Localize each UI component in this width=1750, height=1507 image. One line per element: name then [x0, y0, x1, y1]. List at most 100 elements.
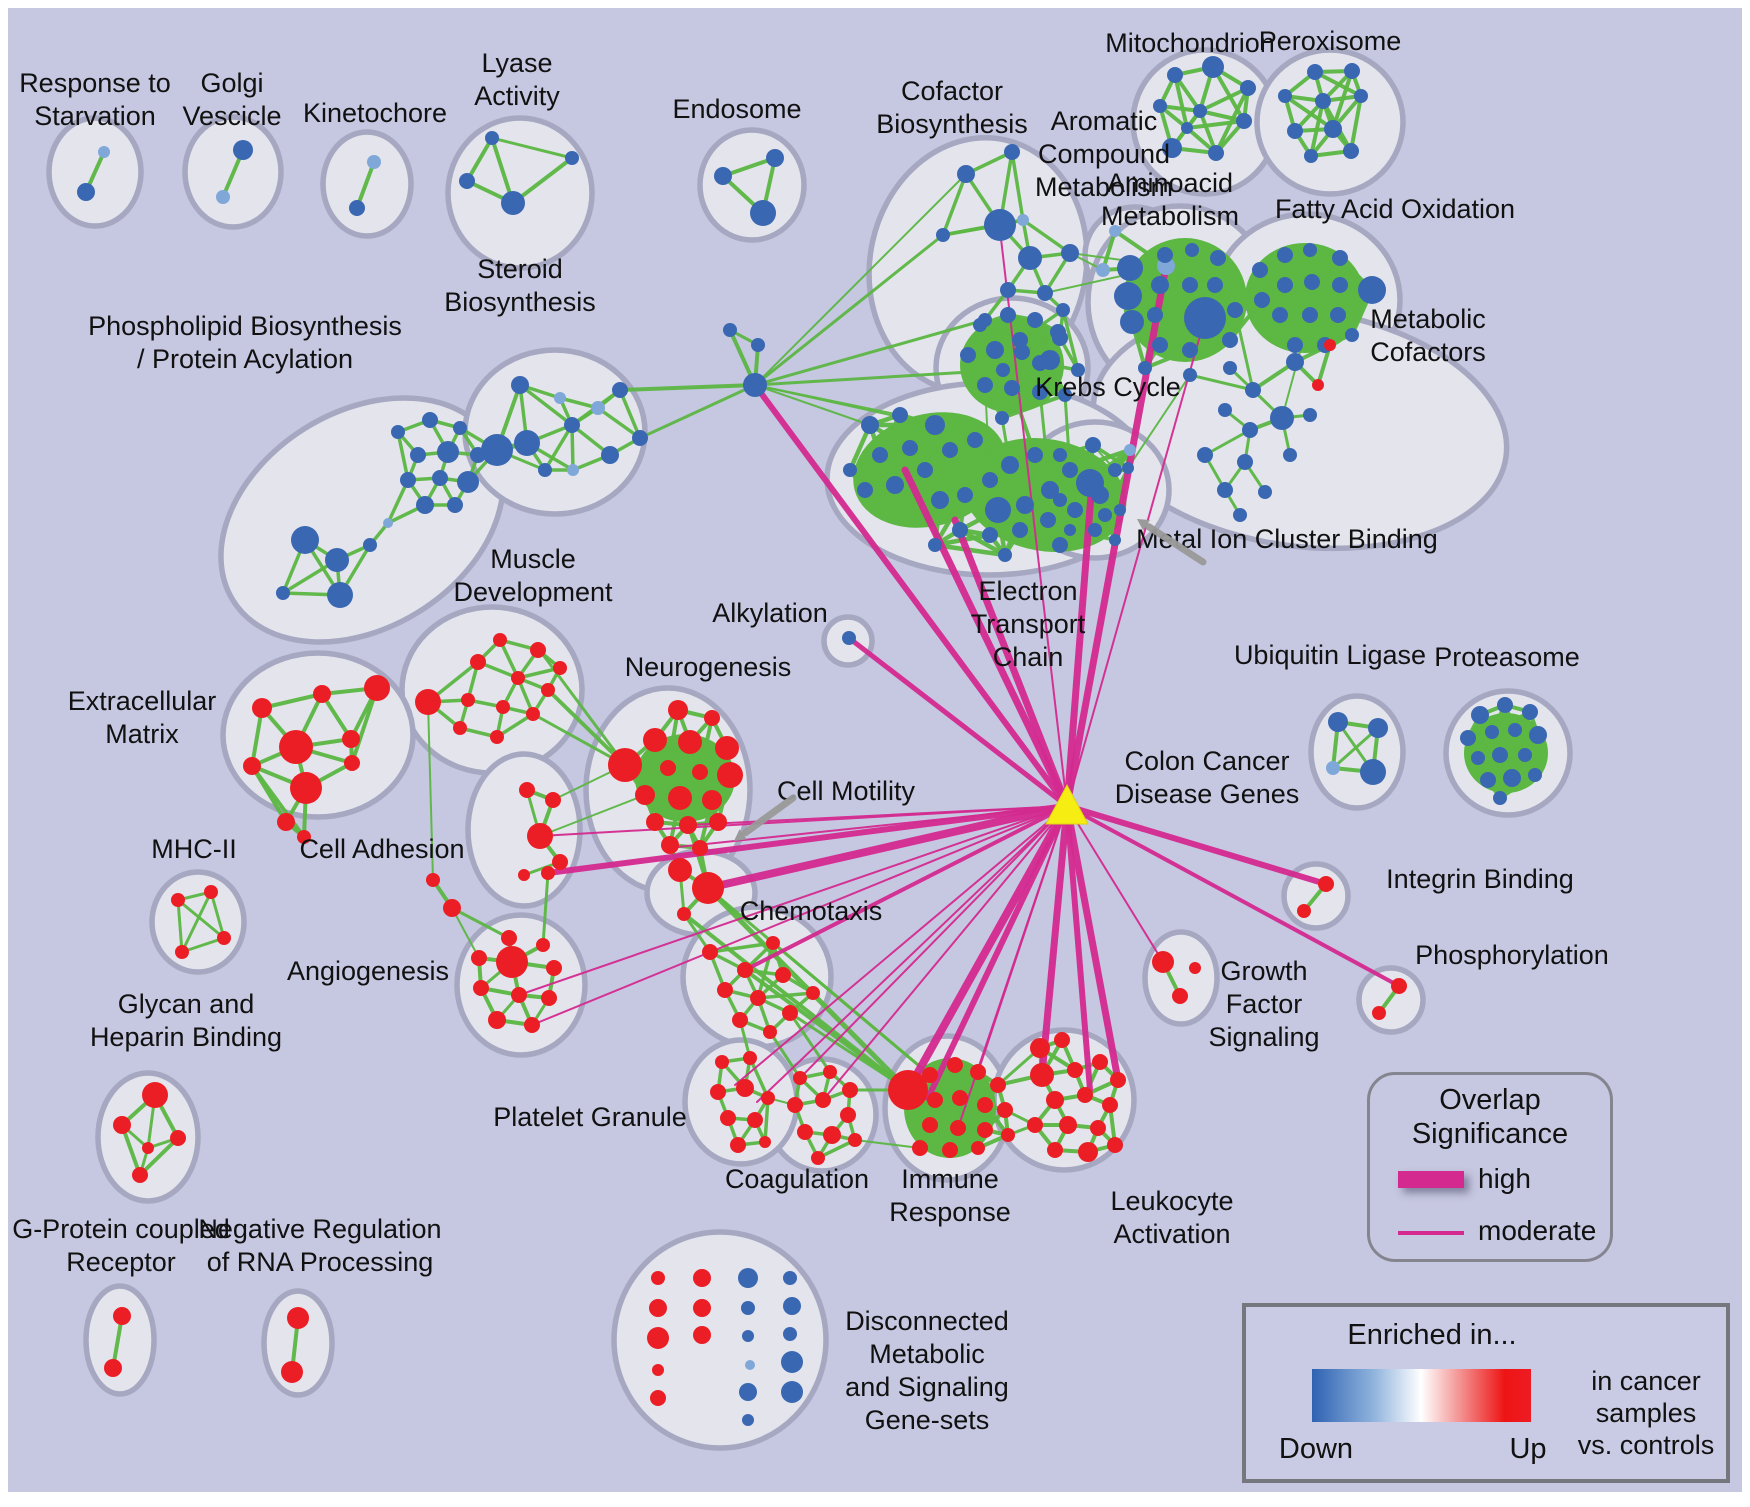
gene-set-node-neurogenesis[interactable]	[709, 813, 727, 831]
gene-set-node-electron-transport-chain[interactable]	[1016, 496, 1034, 514]
gene-set-node-krebs-cycle[interactable]	[977, 377, 993, 393]
gene-set-node-neurogenesis[interactable]	[635, 785, 655, 805]
gene-set-node-cell-adhesion[interactable]	[545, 792, 561, 808]
gene-set-node-growth-factor-signaling[interactable]	[1152, 951, 1174, 973]
gene-set-node-mitochondrion[interactable]	[1240, 80, 1256, 96]
gene-set-node-proteasome[interactable]	[1522, 704, 1538, 720]
gene-set-node-growth-factor-signaling[interactable]	[1172, 988, 1188, 1004]
gene-set-node-platelet-granule[interactable]	[747, 1112, 763, 1128]
gene-set-node-metal-ion-cluster-binding[interactable]	[1098, 508, 1112, 522]
gene-set-node-immune-response[interactable]	[1001, 1128, 1015, 1142]
gene-set-node-extracellular-matrix[interactable]	[313, 685, 331, 703]
gene-set-node-immune-response[interactable]	[912, 1140, 928, 1156]
gene-set-node-disconnected-gene-sets[interactable]	[781, 1351, 803, 1373]
gene-set-node-muscle-development[interactable]	[496, 700, 510, 714]
gene-set-node-leukocyte-activation[interactable]	[1067, 1062, 1083, 1078]
gene-set-node-coagulation[interactable]	[793, 1071, 807, 1085]
gene-set-node-leukocyte-activation[interactable]	[1107, 1137, 1123, 1153]
gene-set-node-leukocyte-activation[interactable]	[1078, 1142, 1098, 1162]
gene-set-node-electron-transport-chain[interactable]	[1067, 502, 1083, 518]
gene-set-node-steroid-biosynthesis[interactable]	[612, 382, 628, 398]
gene-set-node-metabolic-cofactors[interactable]	[1312, 379, 1324, 391]
gene-set-node-disconnected-gene-sets[interactable]	[742, 1414, 754, 1426]
gene-set-node-leukocyte-activation[interactable]	[1059, 1116, 1077, 1134]
gene-set-node-chemotaxis[interactable]	[766, 936, 780, 950]
gene-set-node-electron-transport-chain[interactable]	[843, 463, 857, 477]
gene-set-node-electron-transport-chain[interactable]	[1114, 504, 1126, 516]
gene-set-node-peroxisome[interactable]	[1324, 120, 1342, 138]
gene-set-node-neurogenesis[interactable]	[717, 762, 743, 788]
gene-set-node-leukocyte-activation[interactable]	[1077, 1087, 1093, 1103]
gene-set-node-immune-response[interactable]	[952, 1090, 968, 1106]
gene-set-node-platelet-granule[interactable]	[761, 1091, 775, 1105]
gene-set-node-metabolic-cofactors[interactable]	[1324, 339, 1336, 351]
gene-set-node-neurogenesis[interactable]	[702, 790, 722, 810]
gene-set-node-electron-transport-chain[interactable]	[1027, 447, 1043, 463]
gene-set-node-glycan-heparin-binding[interactable]	[170, 1130, 186, 1146]
gene-set-node-phospholipid-biosynthesis[interactable]	[416, 496, 434, 514]
gene-set-node-mitochondrion[interactable]	[1193, 104, 1207, 118]
gene-set-node-disconnected-gene-sets[interactable]	[781, 1381, 803, 1403]
gene-set-node-electron-transport-chain[interactable]	[1062, 462, 1078, 478]
gene-set-node-electron-transport-chain[interactable]	[952, 522, 968, 538]
gene-set-node-fatty-acid-oxidation[interactable]	[1277, 247, 1293, 263]
gene-set-node-neurogenesis[interactable]	[678, 730, 702, 754]
gene-set-node-metabolic-cofactors[interactable]	[1217, 482, 1233, 498]
gene-set-node-muscle-development[interactable]	[530, 642, 546, 658]
gene-set-node-leukocyte-activation[interactable]	[1030, 1038, 1050, 1058]
gene-set-node-aminoacid-metabolism[interactable]	[1184, 297, 1226, 339]
gene-set-node-steroid-biosynthesis[interactable]	[554, 392, 566, 404]
gene-set-node-phosphorylation[interactable]	[1372, 1006, 1386, 1020]
gene-set-node-angiogenesis[interactable]	[426, 873, 440, 887]
gene-set-node-electron-transport-chain[interactable]	[925, 415, 945, 435]
gene-set-node-fatty-acid-oxidation[interactable]	[1254, 292, 1270, 308]
gene-set-node-disconnected-gene-sets[interactable]	[693, 1269, 711, 1287]
gene-set-node-disconnected-gene-sets[interactable]	[783, 1297, 801, 1315]
gene-set-node-krebs-cycle[interactable]	[1032, 384, 1048, 400]
gene-set-node-neurogenesis[interactable]	[679, 816, 697, 834]
gene-set-node-disconnected-gene-sets[interactable]	[647, 1327, 669, 1349]
gene-set-node-metabolic-cofactors[interactable]	[1245, 382, 1261, 398]
gene-set-node-extracellular-matrix[interactable]	[342, 730, 360, 748]
gene-set-node-integrin-binding[interactable]	[1297, 904, 1311, 918]
gene-set-node-cell-adhesion[interactable]	[518, 869, 530, 881]
gene-set-node-mhc-ii[interactable]	[171, 893, 185, 907]
gene-set-node-steroid-biosynthesis[interactable]	[601, 446, 619, 464]
gene-set-node-aromatic-compound-metabolism[interactable]	[1109, 225, 1121, 237]
gene-set-node-extracellular-matrix[interactable]	[243, 757, 261, 775]
gene-set-node-neurogenesis[interactable]	[668, 700, 688, 720]
gene-set-node-muscle-development[interactable]	[490, 730, 504, 744]
gene-set-node-aminoacid-metabolism[interactable]	[1138, 361, 1152, 375]
gene-set-node-metabolic-cofactors[interactable]	[1303, 408, 1317, 422]
gene-set-node-aminoacid-metabolism[interactable]	[1182, 277, 1198, 293]
gene-set-node-cell-adhesion[interactable]	[527, 823, 553, 849]
gene-set-node-proteasome[interactable]	[1480, 772, 1496, 788]
gene-set-node-muscle-development[interactable]	[553, 661, 567, 675]
gene-set-node-endosome[interactable]	[714, 167, 732, 185]
gene-set-node-golgi-vescicle[interactable]	[216, 190, 230, 204]
gene-set-node-angiogenesis[interactable]	[488, 1011, 506, 1029]
gene-set-node-mitochondrion[interactable]	[1153, 99, 1167, 113]
gene-set-node-cell-motility[interactable]	[668, 858, 692, 882]
gene-set-node-steroid-biosynthesis[interactable]	[538, 463, 552, 477]
gene-set-node-kinetochore[interactable]	[367, 155, 381, 169]
gene-set-node-proteasome[interactable]	[1460, 730, 1476, 746]
gene-set-node-neurogenesis[interactable]	[646, 813, 664, 831]
gene-set-node-platelet-granule[interactable]	[736, 1079, 754, 1097]
gene-set-node-metabolic-cofactors[interactable]	[1270, 406, 1294, 430]
gene-set-node-platelet-granule[interactable]	[743, 1051, 757, 1065]
gene-set-node-immune-response[interactable]	[888, 1070, 928, 1110]
gene-set-node-metal-ion-cluster-binding[interactable]	[1122, 462, 1134, 474]
gene-set-node-ubiquitin-ligase[interactable]	[1328, 712, 1348, 732]
gene-set-node-mhc-ii[interactable]	[204, 885, 218, 899]
gene-set-node-cell-motility[interactable]	[677, 907, 691, 921]
gene-set-node-disconnected-gene-sets[interactable]	[649, 1299, 667, 1317]
gene-set-node-mitochondrion[interactable]	[1167, 67, 1183, 83]
gene-set-node-negative-regulation-rna-processing[interactable]	[287, 1307, 309, 1329]
gene-set-node-neurogenesis[interactable]	[692, 764, 708, 780]
gene-set-node-krebs-cycle[interactable]	[1000, 307, 1016, 323]
gene-set-node-angiogenesis[interactable]	[546, 960, 562, 976]
gene-set-node-phospholipid-biosynthesis[interactable]	[383, 518, 393, 528]
gene-set-node-phospholipid-biosynthesis[interactable]	[363, 538, 377, 552]
gene-set-node-metabolic-cofactors[interactable]	[1242, 422, 1258, 438]
